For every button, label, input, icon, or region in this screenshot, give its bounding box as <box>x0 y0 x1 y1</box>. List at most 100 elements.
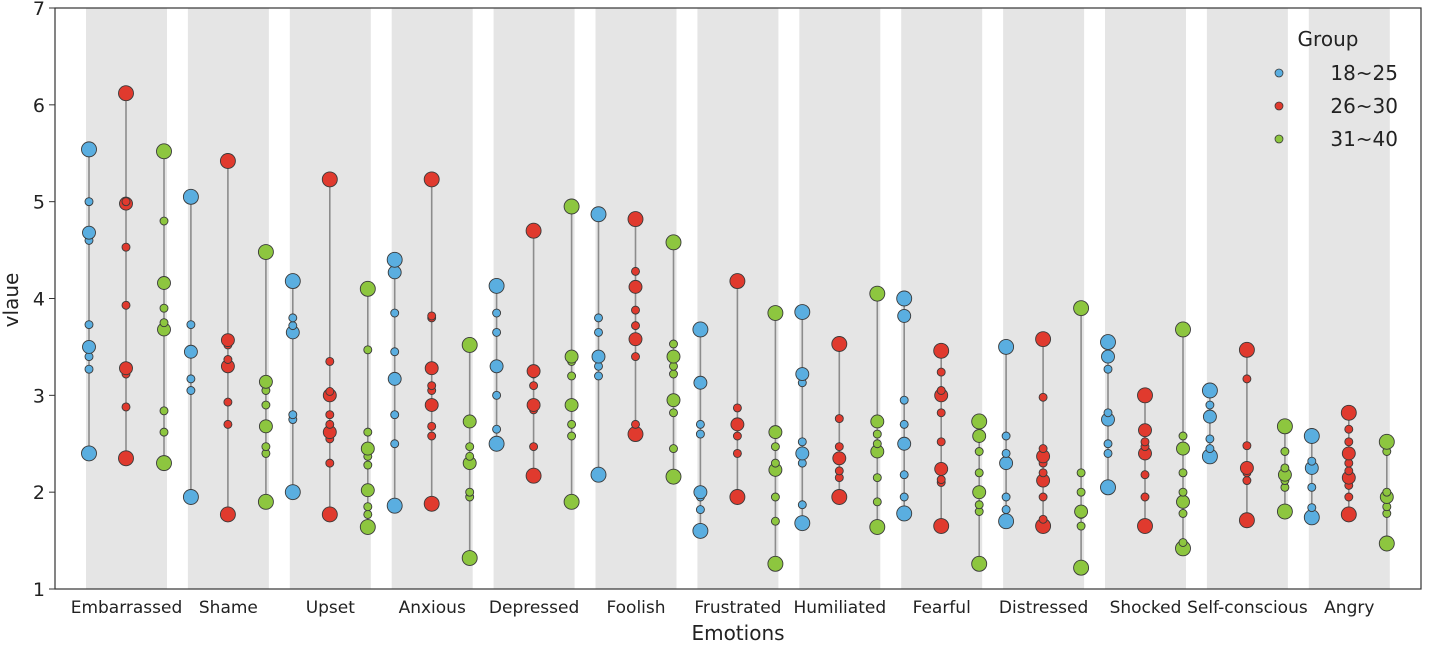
x-tick-label: Frustrated <box>694 598 781 618</box>
data-point <box>529 381 539 391</box>
data-point <box>1340 404 1357 421</box>
data-point <box>424 361 439 376</box>
data-point <box>390 347 400 357</box>
legend-marker <box>1274 134 1284 144</box>
data-point <box>971 555 988 572</box>
data-point <box>872 497 882 507</box>
data-point <box>870 414 885 429</box>
data-point <box>1001 431 1011 441</box>
data-point <box>974 500 984 510</box>
data-point <box>1178 431 1188 441</box>
data-point <box>219 506 236 523</box>
data-point <box>81 445 97 462</box>
y-tick-label: 1 <box>33 579 45 601</box>
data-point <box>288 321 298 331</box>
y-axis: 1 2 3 4 5 6 7 <box>33 0 55 601</box>
legend-label: 26~30 <box>1330 94 1398 118</box>
data-point <box>665 468 682 485</box>
data-point <box>1307 503 1317 513</box>
data-point <box>121 300 131 310</box>
data-point <box>427 431 437 441</box>
data-point <box>567 371 577 381</box>
data-point <box>1238 341 1255 358</box>
data-point <box>220 333 235 348</box>
y-tick-label: 4 <box>33 289 45 311</box>
data-point <box>1100 479 1116 496</box>
data-point <box>1035 331 1052 348</box>
x-tick-label: Fearful <box>913 598 971 618</box>
data-point <box>1038 492 1048 502</box>
data-point <box>525 467 542 484</box>
data-point <box>972 485 987 500</box>
data-point <box>1140 437 1150 447</box>
data-point <box>693 485 708 500</box>
data-point <box>1307 456 1317 466</box>
y-tick-label: 7 <box>33 0 45 20</box>
data-point <box>321 506 338 523</box>
data-point <box>692 522 709 539</box>
data-point <box>1344 466 1354 476</box>
data-point <box>492 424 502 434</box>
data-point <box>288 410 298 420</box>
data-point <box>325 356 335 366</box>
data-point <box>1344 424 1354 434</box>
data-point <box>182 188 199 205</box>
data-point <box>974 447 984 456</box>
data-point <box>390 439 400 449</box>
data-point <box>183 344 198 359</box>
data-point <box>933 342 950 359</box>
data-point <box>84 320 94 330</box>
data-point <box>594 313 603 323</box>
data-point <box>631 419 640 429</box>
data-point <box>899 419 909 429</box>
data-point <box>999 456 1014 471</box>
data-point <box>1076 468 1086 478</box>
data-point <box>363 502 373 512</box>
data-points <box>81 85 1395 576</box>
data-point <box>1378 535 1395 552</box>
data-point <box>834 442 844 452</box>
data-point <box>84 197 94 207</box>
data-point <box>627 211 644 228</box>
data-point <box>465 487 475 497</box>
data-point <box>631 321 640 331</box>
data-point <box>1038 514 1048 524</box>
legend-marker <box>1274 101 1284 111</box>
data-point <box>1137 518 1153 535</box>
legend-title: Group <box>1298 27 1359 51</box>
data-point <box>729 489 746 505</box>
data-point <box>1073 300 1090 317</box>
data-point <box>767 305 784 321</box>
y-tick-label: 2 <box>33 482 45 504</box>
data-point <box>869 519 886 535</box>
data-point <box>1239 461 1254 475</box>
data-point <box>1242 441 1252 451</box>
data-point <box>157 276 171 290</box>
y-tick-label: 5 <box>33 192 45 214</box>
data-point <box>360 483 375 498</box>
data-point <box>1378 433 1395 450</box>
data-point <box>1201 382 1218 399</box>
data-point <box>831 336 848 352</box>
x-tick-label: Humiliated <box>793 598 886 618</box>
data-point <box>462 414 477 429</box>
data-point <box>795 446 810 461</box>
data-point <box>899 492 909 502</box>
data-point <box>590 466 607 483</box>
data-point <box>665 234 682 251</box>
data-point <box>121 197 131 207</box>
data-point <box>628 279 643 294</box>
data-point <box>1238 512 1255 529</box>
data-point <box>1103 364 1113 374</box>
data-point <box>666 393 681 408</box>
data-point <box>1175 321 1191 338</box>
data-point <box>284 484 301 501</box>
data-point <box>770 442 780 452</box>
data-point <box>1001 505 1011 515</box>
data-point <box>896 290 913 307</box>
data-point <box>936 386 946 395</box>
data-point <box>284 273 301 290</box>
data-point <box>84 364 94 374</box>
data-point <box>119 361 133 376</box>
data-point <box>933 518 950 535</box>
